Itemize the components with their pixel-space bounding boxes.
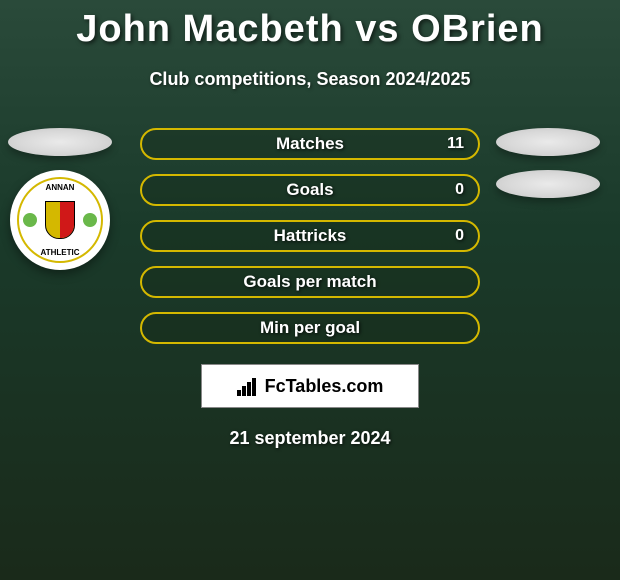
avatar-placeholder-icon xyxy=(8,128,112,156)
shield-half-icon xyxy=(60,202,74,238)
badge-text-bottom: ATHLETIC xyxy=(41,248,80,257)
player-right-column xyxy=(496,128,600,198)
player-left-column: ANNAN ATHLETIC xyxy=(8,128,112,270)
thistle-icon xyxy=(83,213,97,227)
avatar-placeholder-icon xyxy=(496,128,600,156)
stat-value-right: 0 xyxy=(455,227,464,245)
club-badge-placeholder-icon xyxy=(496,170,600,198)
badge-text-top: ANNAN xyxy=(46,183,75,192)
club-badge-left: ANNAN ATHLETIC xyxy=(10,170,110,270)
thistle-icon xyxy=(23,213,37,227)
brand-box[interactable]: FcTables.com xyxy=(201,364,419,408)
stat-label: Goals xyxy=(286,180,333,200)
stat-value-right: 0 xyxy=(455,181,464,199)
stat-value-right: 11 xyxy=(447,135,464,153)
footer-date: 21 september 2024 xyxy=(0,428,620,449)
stat-label: Goals per match xyxy=(243,272,376,292)
stat-row-hattricks: Hattricks 0 xyxy=(140,220,480,252)
club-badge-inner: ANNAN ATHLETIC xyxy=(17,177,103,263)
stat-row-min-per-goal: Min per goal xyxy=(140,312,480,344)
bar-chart-icon xyxy=(237,376,259,396)
stats-area: ANNAN ATHLETIC Matches 11 Goals 0 Hattri… xyxy=(0,128,620,449)
stat-row-matches: Matches 11 xyxy=(140,128,480,160)
brand-text: FcTables.com xyxy=(265,376,384,397)
stat-row-goals-per-match: Goals per match xyxy=(140,266,480,298)
stat-label: Matches xyxy=(276,134,344,154)
stat-row-goals: Goals 0 xyxy=(140,174,480,206)
stat-label: Hattricks xyxy=(274,226,347,246)
stat-label: Min per goal xyxy=(260,318,360,338)
stat-rows: Matches 11 Goals 0 Hattricks 0 Goals per… xyxy=(140,128,480,344)
shield-icon xyxy=(45,201,75,239)
page-subtitle: Club competitions, Season 2024/2025 xyxy=(0,69,620,90)
page-title: John Macbeth vs OBrien xyxy=(0,0,620,51)
